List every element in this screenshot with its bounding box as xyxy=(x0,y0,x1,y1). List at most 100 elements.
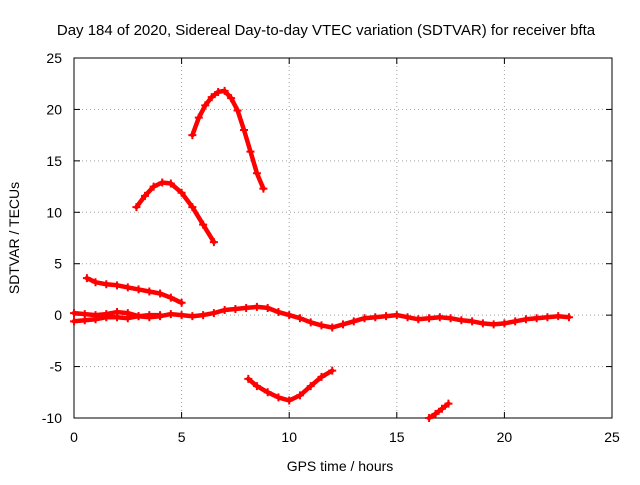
series-line xyxy=(190,88,266,191)
x-tick-label: 5 xyxy=(178,429,186,445)
series-arc-small-decline xyxy=(82,274,186,307)
data-point xyxy=(425,314,434,323)
x-tick-label: 20 xyxy=(497,429,513,445)
data-point xyxy=(70,317,78,326)
y-tick-label: 15 xyxy=(46,153,62,169)
data-point xyxy=(227,94,236,103)
data-point xyxy=(564,313,573,322)
data-point xyxy=(158,178,167,187)
data-point xyxy=(123,283,132,292)
data-point xyxy=(166,179,175,188)
data-point xyxy=(371,313,380,322)
data-point xyxy=(543,313,552,322)
data-point xyxy=(532,314,541,323)
data-series xyxy=(70,86,573,422)
y-tick-label: 5 xyxy=(54,256,62,272)
x-tick-label: 0 xyxy=(70,429,78,445)
data-point xyxy=(468,317,477,326)
data-point xyxy=(134,285,143,294)
data-point xyxy=(209,309,218,318)
data-point xyxy=(263,303,272,312)
data-point xyxy=(252,302,261,311)
data-point xyxy=(166,293,175,302)
data-point xyxy=(349,317,358,326)
data-point xyxy=(382,312,391,321)
data-point xyxy=(113,313,122,322)
data-point xyxy=(188,312,197,321)
data-point xyxy=(252,169,261,178)
series-arc-negative-dip xyxy=(244,366,337,405)
data-point xyxy=(489,320,498,329)
data-point xyxy=(295,391,304,400)
data-point xyxy=(231,304,240,313)
data-point xyxy=(306,382,315,391)
data-point xyxy=(188,203,197,212)
x-axis-label: GPS time / hours xyxy=(287,458,394,474)
x-tick-label: 10 xyxy=(281,429,297,445)
data-point xyxy=(339,320,347,329)
data-point xyxy=(435,313,444,322)
data-point xyxy=(102,280,111,289)
data-point xyxy=(259,184,268,193)
data-point xyxy=(244,374,253,383)
y-tick-label: 0 xyxy=(54,307,62,323)
data-point xyxy=(177,188,186,197)
data-point xyxy=(414,315,423,324)
y-tick-label: -10 xyxy=(42,410,62,426)
data-point xyxy=(317,321,326,330)
data-point xyxy=(177,311,186,320)
data-point xyxy=(102,313,111,322)
data-point xyxy=(82,274,91,283)
data-point xyxy=(431,409,440,418)
data-point xyxy=(201,101,210,110)
data-point xyxy=(317,372,326,381)
data-point xyxy=(446,314,455,323)
x-tick-label: 25 xyxy=(604,429,620,445)
data-point xyxy=(285,311,294,320)
data-point xyxy=(141,191,150,200)
data-point xyxy=(220,86,229,95)
series-arc-medium-peak xyxy=(132,178,218,247)
data-point xyxy=(145,287,154,296)
data-point xyxy=(252,382,261,391)
data-point xyxy=(274,308,283,317)
data-point xyxy=(91,315,100,324)
data-point xyxy=(132,203,141,212)
data-point xyxy=(274,393,283,402)
data-point xyxy=(166,310,175,319)
y-tick-label: 25 xyxy=(46,50,62,66)
data-point xyxy=(328,366,337,375)
data-point xyxy=(240,126,249,134)
data-point xyxy=(188,131,197,140)
data-point xyxy=(91,278,100,287)
data-point xyxy=(199,311,208,320)
data-point xyxy=(214,87,223,96)
data-point xyxy=(233,106,242,115)
data-point xyxy=(246,147,255,156)
series-arc-baseline-2 xyxy=(70,311,165,326)
data-point xyxy=(156,311,165,320)
data-point xyxy=(220,306,229,314)
series-line xyxy=(84,275,184,306)
data-point xyxy=(521,315,530,324)
x-tick-label: 15 xyxy=(389,429,405,445)
data-point xyxy=(328,323,337,332)
data-point xyxy=(134,312,143,321)
data-point xyxy=(207,93,216,102)
series-arc-negative-late xyxy=(425,399,453,422)
y-axis-label: SDTVAR / TECUs xyxy=(6,182,22,294)
data-point xyxy=(500,319,509,328)
data-point xyxy=(263,388,272,397)
data-point xyxy=(80,316,89,325)
data-point xyxy=(457,316,466,325)
data-point xyxy=(360,314,369,323)
data-point xyxy=(478,319,487,328)
data-point xyxy=(145,311,154,320)
data-point xyxy=(113,281,122,290)
grid-lines xyxy=(74,58,612,418)
data-point xyxy=(209,238,218,247)
data-point xyxy=(511,317,520,326)
data-point xyxy=(554,312,563,321)
